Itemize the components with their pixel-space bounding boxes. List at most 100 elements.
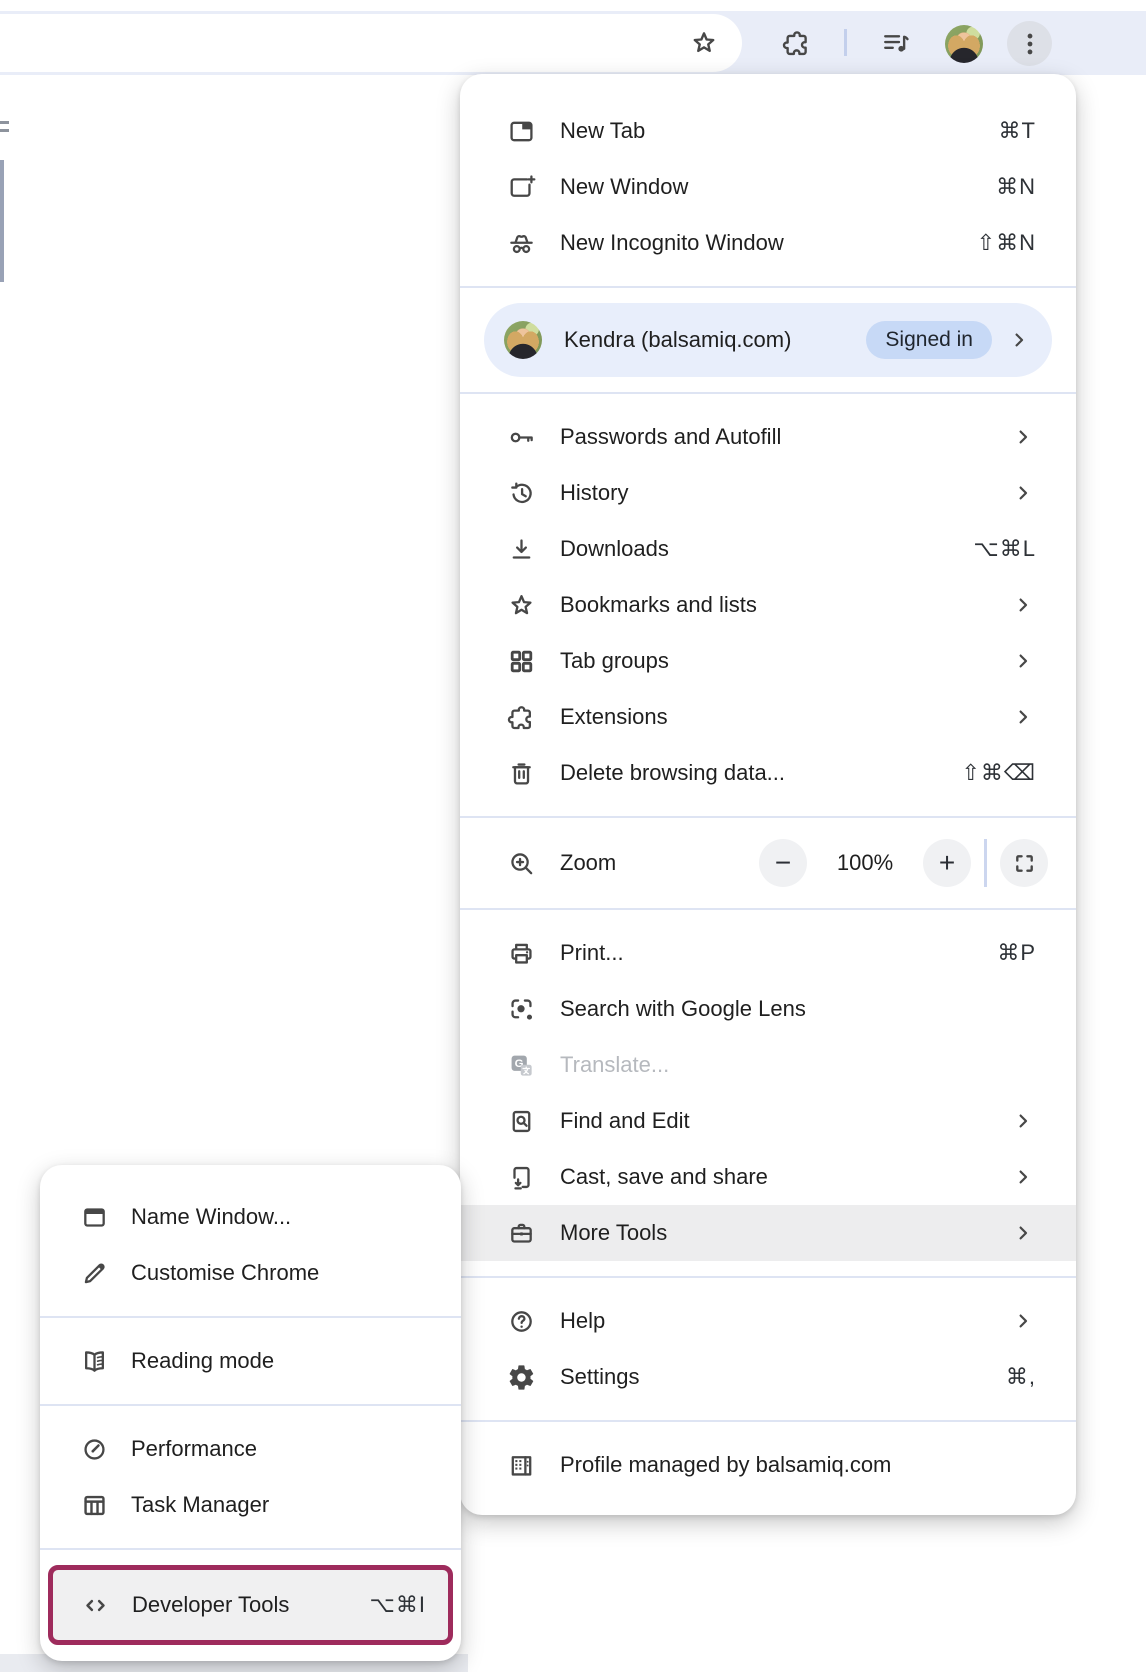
menu-item-performance[interactable]: Performance bbox=[40, 1421, 461, 1477]
gear-icon bbox=[506, 1362, 536, 1392]
menu-item-label: Print... bbox=[560, 940, 624, 965]
new-tab-icon bbox=[506, 116, 536, 146]
menu-item-task-manager[interactable]: Task Manager bbox=[40, 1477, 461, 1533]
menu-item-more-tools[interactable]: More Tools bbox=[460, 1205, 1076, 1261]
menu-item-history[interactable]: History bbox=[460, 465, 1076, 521]
menu-item-developer-tools[interactable]: Developer Tools ⌥⌘I bbox=[53, 1570, 448, 1640]
browser-toolbar bbox=[0, 11, 1146, 75]
menu-item-bookmarks-and-lists[interactable]: Bookmarks and lists bbox=[460, 577, 1076, 633]
menu-item-tab-groups[interactable]: Tab groups bbox=[460, 633, 1076, 689]
address-bar[interactable] bbox=[0, 14, 742, 72]
shortcut-label: ⌘T bbox=[998, 118, 1036, 143]
menu-item-label: Search with Google Lens bbox=[560, 996, 806, 1021]
chrome-main-menu: New Tab ⌘T New Window ⌘N New Incognito Windo… bbox=[460, 74, 1076, 1515]
find-icon bbox=[506, 1106, 536, 1136]
browser-menu-button[interactable] bbox=[1007, 21, 1052, 66]
menu-item-passwords-and-autofill[interactable]: Passwords and Autofill bbox=[460, 409, 1076, 465]
menu-item-name-window[interactable]: Name Window... bbox=[40, 1189, 461, 1245]
menu-item-label: Performance bbox=[131, 1436, 257, 1461]
menu-item-help[interactable]: Help bbox=[460, 1293, 1076, 1349]
menu-item-settings[interactable]: Settings ⌘, bbox=[460, 1349, 1076, 1405]
menu-item-profile[interactable]: Kendra (balsamiq.com) Signed in bbox=[484, 303, 1052, 377]
bookmark-star-icon[interactable] bbox=[688, 27, 720, 59]
menu-item-right: ⌘T bbox=[999, 118, 1036, 144]
menu-item-right: ⌘, bbox=[1006, 1364, 1036, 1390]
menu-item-label: Customise Chrome bbox=[131, 1260, 320, 1285]
menu-item-downloads[interactable]: Downloads ⌥⌘L bbox=[460, 521, 1076, 577]
menu-item-reading-mode[interactable]: Reading mode bbox=[40, 1333, 461, 1389]
bookmark-star-icon bbox=[506, 590, 536, 620]
chevron-right-icon bbox=[1010, 592, 1036, 618]
menu-item-new-incognito-window[interactable]: New Incognito Window ⇧⌘N bbox=[460, 215, 1076, 271]
zoom-in-button[interactable]: + bbox=[923, 839, 971, 887]
menu-item-right: ⌥⌘L bbox=[973, 536, 1036, 562]
menu-item-label: Delete browsing data... bbox=[560, 760, 786, 785]
background-fragment bbox=[0, 121, 9, 124]
menu-item-zoom: Zoom − 100% + bbox=[460, 833, 1076, 893]
briefcase-icon bbox=[506, 1218, 536, 1248]
zoom-controls: − 100% + bbox=[759, 839, 1048, 887]
menu-item-label: History bbox=[560, 480, 629, 505]
chevron-right-icon bbox=[1010, 424, 1036, 450]
menu-item-label: Task Manager bbox=[131, 1492, 270, 1517]
menu-item-delete-browsing-data[interactable]: Delete browsing data... ⇧⌘⌫ bbox=[460, 745, 1076, 801]
menu-item-label: Downloads bbox=[560, 536, 669, 561]
menu-item-find-and-edit[interactable]: Find and Edit bbox=[460, 1093, 1076, 1149]
menu-item-extensions[interactable]: Extensions bbox=[460, 689, 1076, 745]
menu-item-label: New Incognito Window bbox=[560, 230, 784, 255]
chevron-right-icon bbox=[1010, 480, 1036, 506]
fullscreen-button[interactable] bbox=[1000, 839, 1048, 887]
menu-item-right bbox=[1010, 648, 1036, 674]
key-icon bbox=[506, 422, 536, 452]
menu-divider bbox=[460, 1276, 1076, 1278]
menu-section: Name Window... Customise Chrome bbox=[40, 1165, 461, 1301]
menu-divider bbox=[460, 1420, 1076, 1422]
menu-item-cast-save-share[interactable]: Cast, save and share bbox=[460, 1149, 1076, 1205]
menu-item-customise-chrome[interactable]: Customise Chrome bbox=[40, 1245, 461, 1301]
chevron-right-icon bbox=[1010, 704, 1036, 730]
profile-avatar[interactable] bbox=[945, 25, 983, 63]
chevron-right-icon bbox=[1006, 327, 1032, 353]
toolbar-divider bbox=[844, 29, 847, 56]
menu-section: Profile managed by balsamiq.com bbox=[460, 1437, 1076, 1515]
menu-divider bbox=[460, 816, 1076, 818]
performance-icon bbox=[78, 1434, 110, 1464]
menu-item-search-with-google-lens[interactable]: Search with Google Lens bbox=[460, 981, 1076, 1037]
shortcut-label: ⌥⌘I bbox=[369, 1592, 426, 1617]
menu-item-label: Reading mode bbox=[131, 1348, 275, 1373]
menu-section: Print... ⌘P Search with Google Lens G Transl… bbox=[460, 925, 1076, 1261]
menu-item-new-tab[interactable]: New Tab ⌘T bbox=[460, 103, 1076, 159]
menu-item-profile-managed[interactable]: Profile managed by balsamiq.com bbox=[460, 1437, 1076, 1493]
menu-item-label: Find and Edit bbox=[560, 1108, 690, 1133]
shortcut-label: ⌘P bbox=[997, 940, 1036, 965]
menu-item-label: Settings bbox=[560, 1364, 640, 1389]
extensions-icon[interactable] bbox=[781, 27, 813, 59]
menu-item-right: ⌥⌘I bbox=[370, 1592, 426, 1618]
menu-item-label: Extensions bbox=[560, 704, 668, 729]
menu-section: Performance Task Manager bbox=[40, 1421, 461, 1533]
zoom-out-button[interactable]: − bbox=[759, 839, 807, 887]
menu-item-label: Name Window... bbox=[131, 1204, 292, 1229]
menu-divider bbox=[460, 286, 1076, 288]
history-icon bbox=[506, 478, 536, 508]
shortcut-label: ⌘N bbox=[996, 174, 1036, 199]
menu-item-label: Developer Tools bbox=[132, 1592, 290, 1617]
help-icon bbox=[506, 1306, 536, 1336]
menu-section: Passwords and Autofill History Downloads ⌥⌘… bbox=[460, 409, 1076, 801]
menu-item-print[interactable]: Print... ⌘P bbox=[460, 925, 1076, 981]
pencil-icon bbox=[78, 1258, 110, 1288]
lens-icon bbox=[506, 994, 536, 1024]
signed-in-badge: Signed in bbox=[866, 321, 992, 359]
menu-item-label: Cast, save and share bbox=[560, 1164, 768, 1189]
menu-item-new-window[interactable]: New Window ⌘N bbox=[460, 159, 1076, 215]
shortcut-label: ⌘, bbox=[1005, 1364, 1036, 1389]
kebab-menu-icon bbox=[1014, 28, 1046, 60]
new-window-icon bbox=[506, 172, 536, 202]
chevron-right-icon bbox=[1010, 1220, 1036, 1246]
devtools-annotation-box: Developer Tools ⌥⌘I bbox=[48, 1565, 453, 1645]
media-controls-icon[interactable] bbox=[880, 27, 912, 59]
menu-item-right: ⌘P bbox=[997, 940, 1036, 966]
menu-item-label: More Tools bbox=[560, 1220, 668, 1245]
menu-item-label: Help bbox=[560, 1308, 606, 1333]
trash-icon bbox=[506, 758, 536, 788]
